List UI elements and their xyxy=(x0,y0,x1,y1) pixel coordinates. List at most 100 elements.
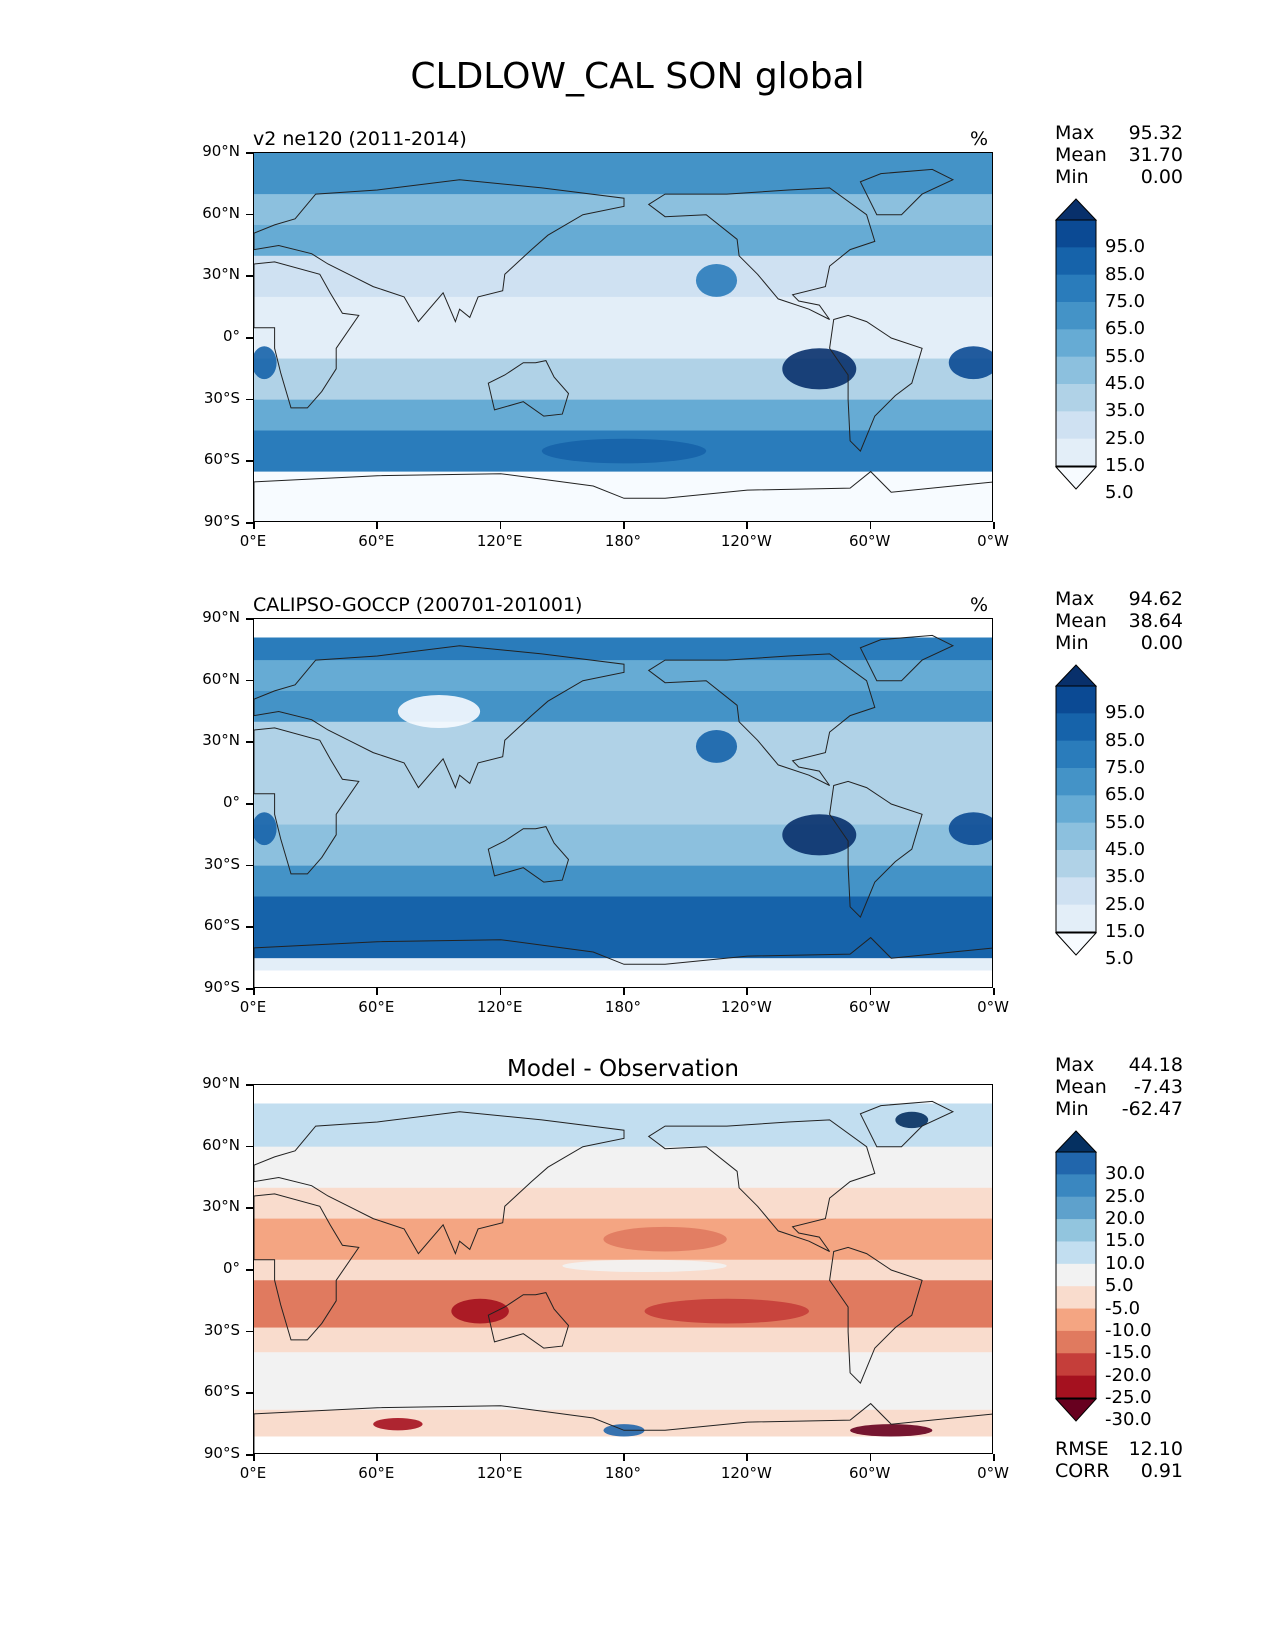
field-feature-3 xyxy=(562,1259,727,1273)
field-feature-0 xyxy=(451,1298,509,1324)
x-tick-label: 60°E xyxy=(358,532,395,550)
coastline-antarctica xyxy=(254,936,992,987)
x-tick-label: 180° xyxy=(604,532,642,550)
y-tick-label: 30°N xyxy=(202,731,240,750)
colorbar-label: 35.0 xyxy=(1105,400,1146,422)
field-band-8 xyxy=(254,471,992,521)
y-tick-mark xyxy=(246,1207,253,1209)
stat-value: 44.18 xyxy=(1128,1054,1183,1076)
y-tick-label: 90°S xyxy=(203,512,240,530)
colorbar-label: 10.0 xyxy=(1105,1252,1146,1274)
coastline-africa xyxy=(254,727,360,875)
colorbar-min-extend xyxy=(1055,466,1097,490)
y-tick-mark xyxy=(246,988,253,990)
x-tick-mark xyxy=(623,1454,625,1461)
x-tick-label: 60°E xyxy=(358,1464,395,1482)
colorbar-label: 65.0 xyxy=(1105,318,1146,340)
x-tick-mark xyxy=(869,988,872,995)
field-band-4 xyxy=(254,296,992,360)
y-tick-label: 30°N xyxy=(202,1197,240,1216)
colorbar-segment-6 xyxy=(1056,356,1096,385)
colorbar-label: -25.0 xyxy=(1105,1387,1152,1408)
colorbar-label: 30.0 xyxy=(1105,1163,1146,1185)
colorbar-label: 95.0 xyxy=(1105,236,1146,258)
field-band-8 xyxy=(254,1352,992,1411)
map-plot xyxy=(253,152,993,522)
y-tick-label: 90°S xyxy=(203,978,240,996)
y-tick-mark xyxy=(246,926,253,928)
stat-label: Max xyxy=(1055,122,1095,144)
x-tick-mark xyxy=(253,988,255,995)
figure-title: CLDLOW_CAL SON global xyxy=(410,56,865,97)
y-tick-mark xyxy=(246,522,253,524)
stat-row: RMSE 12.10 xyxy=(1055,1438,1183,1460)
colorbar-label: 85.0 xyxy=(1105,729,1146,751)
y-tick-mark xyxy=(246,275,253,277)
colorbar xyxy=(1055,664,1097,956)
y-tick-mark xyxy=(246,152,253,154)
stat-label: RMSE xyxy=(1055,1438,1109,1460)
colorbar-label: 95.0 xyxy=(1105,702,1146,724)
stat-label: Mean xyxy=(1055,610,1107,632)
x-tick-label: 120°W xyxy=(720,1464,772,1482)
y-tick-mark xyxy=(246,460,253,462)
colorbar-segment-4 xyxy=(1056,1219,1096,1242)
stat-row: Min 0.00 xyxy=(1055,166,1183,188)
y-tick-mark xyxy=(246,679,253,682)
field-band-7 xyxy=(254,865,992,897)
x-tick-label: 120°E xyxy=(476,532,523,550)
colorbar-label: -10.0 xyxy=(1105,1319,1152,1341)
stat-label: Mean xyxy=(1055,1076,1107,1098)
panel-2: CALIPSO-GOCCP (200701-201001)% 90°N 60°N 30… xyxy=(0,588,1275,1048)
stats-box: Max 95.32 Mean 31.70 Min 0.00 xyxy=(1055,122,1183,188)
x-tick-mark xyxy=(623,522,625,529)
field-feature-4 xyxy=(541,438,707,464)
x-tick-label: 0°W xyxy=(977,998,1009,1016)
colorbar-min-extend xyxy=(1055,932,1097,956)
y-tick-label: 30°S xyxy=(203,388,240,407)
coastline-north-america xyxy=(647,653,876,786)
stat-row: Max 44.18 xyxy=(1055,1054,1183,1076)
colorbar-segment-8 xyxy=(1056,1308,1096,1332)
field-feature-0 xyxy=(782,348,857,390)
colorbar-segment-1 xyxy=(1056,686,1096,714)
stat-label: Min xyxy=(1055,166,1089,188)
coastline-north-america xyxy=(647,187,876,320)
units-label: % xyxy=(970,594,989,616)
colorbar-segment-11 xyxy=(1056,1375,1096,1399)
coastline-africa xyxy=(254,1193,360,1341)
colorbar-segment-9 xyxy=(1056,1330,1096,1354)
y-tick-label: 60°S xyxy=(203,916,240,935)
y-tick-label: 60°S xyxy=(203,450,240,469)
field-band-0 xyxy=(254,153,992,195)
map-plot xyxy=(253,618,993,988)
x-tick-label: 0°W xyxy=(977,532,1009,550)
y-tick-label: 0° xyxy=(222,327,240,345)
panel-title: CALIPSO-GOCCP (200701-201001) xyxy=(253,594,583,616)
map-plot xyxy=(253,1084,993,1454)
colorbar-label: -20.0 xyxy=(1105,1364,1152,1386)
colorbar-label: 75.0 xyxy=(1105,291,1146,312)
colorbar-segment-3 xyxy=(1056,1196,1096,1220)
y-tick-mark xyxy=(246,741,253,743)
colorbar-segment-5 xyxy=(1056,795,1096,824)
x-tick-mark xyxy=(869,522,872,529)
colorbar-label: 5.0 xyxy=(1105,1275,1134,1297)
y-tick-label: 30°N xyxy=(202,265,240,284)
colorbar-segment-2 xyxy=(1056,713,1096,742)
x-tick-mark xyxy=(993,1454,995,1461)
y-tick-label: 0° xyxy=(222,1259,240,1277)
colorbar-segment-5 xyxy=(1056,329,1096,358)
field-band-3 xyxy=(254,255,992,298)
x-tick-mark xyxy=(253,522,255,529)
colorbar-label: 15.0 xyxy=(1105,1230,1146,1252)
colorbar-label: 35.0 xyxy=(1105,866,1146,888)
colorbar-min-extend xyxy=(1055,1398,1097,1422)
field-feature-6 xyxy=(373,1418,423,1431)
colorbar-max-extend xyxy=(1055,198,1097,221)
stat-value: 0.91 xyxy=(1140,1460,1183,1482)
y-tick-label: 90°N xyxy=(202,608,240,626)
field-feature-2 xyxy=(254,812,277,846)
field-band-3 xyxy=(254,1187,992,1220)
field-feature-1 xyxy=(948,346,992,380)
